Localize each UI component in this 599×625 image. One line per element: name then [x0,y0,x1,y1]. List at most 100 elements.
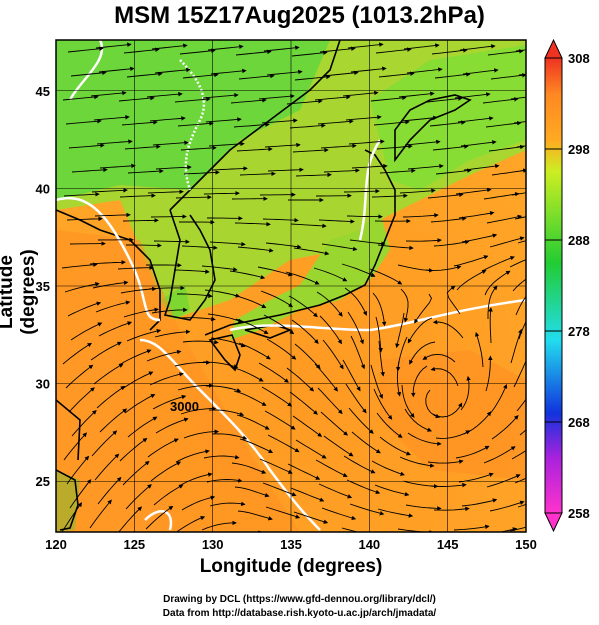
streamline-128 [230,98,267,104]
streamline-119 [206,385,242,393]
streamline-280 [430,216,467,223]
streamline-62 [118,506,143,532]
colorbar-tick-label: 258 [568,506,590,521]
streamline-335 [498,527,518,532]
streamline-356 [509,526,526,532]
streamline-102 [178,472,213,487]
streamline-229 [349,503,385,516]
streamline-66 [149,116,186,122]
streamline-308 [430,366,459,387]
streamline-32 [95,300,131,313]
streamline-131 [239,171,276,176]
y-tick-label: 45 [36,84,50,99]
streamline-354 [514,477,526,484]
streamline-44 [118,95,155,102]
streamline-19 [69,479,92,509]
streamline-325 [484,270,511,296]
streamline-107 [202,92,239,99]
streamline-204 [320,411,348,436]
streamline-59 [119,437,148,462]
streamline-250 [377,508,414,518]
streamline-222 [350,335,366,370]
streamline-184 [295,439,327,459]
streamline-315 [487,49,524,56]
streamline-245 [373,388,393,420]
colorbar-min-triangle [544,512,563,533]
streamline-163 [267,434,300,453]
streamline-50 [126,243,162,248]
streamline-181 [286,367,315,392]
streamline-99 [180,406,217,415]
streamline-114 [201,265,238,272]
x-tick-label: 130 [202,537,224,552]
streamline-86 [174,96,211,103]
streamline-49 [122,218,159,223]
streamline-5 [71,167,108,173]
streamline-7 [66,216,103,222]
streamline-353 [511,450,526,460]
streamline-83 [145,505,174,530]
streamline-340 [516,145,526,148]
streamline-186 [290,487,325,502]
streamline-136 [232,294,267,308]
streamline-233 [370,95,407,102]
streamline-240 [369,268,403,285]
streamline-155 [265,242,302,249]
streamline-190 [322,70,359,77]
streamline-14 [65,364,94,389]
streamline-253 [406,67,443,74]
streamline-72 [146,263,182,268]
streamline-76 [146,349,182,362]
streamline-246 [376,412,403,438]
streamline-192 [317,119,354,125]
streamline-68 [155,164,192,170]
streamline-89 [183,170,220,175]
streamline-283 [414,293,433,324]
contour-lines [56,40,526,531]
streamline-288 [432,402,463,418]
streamline-18 [66,455,90,485]
streamline-223 [342,359,361,392]
streamline-63 [151,43,188,50]
streamline-268 [407,432,442,446]
streamline-175 [290,223,327,229]
streamline-133 [234,221,271,227]
streamline-135 [229,270,266,280]
streamline-33 [98,321,133,337]
streamline-71 [153,239,190,245]
streamline-213 [345,115,382,121]
streamline-129 [233,122,270,128]
streamline-242 [375,316,383,353]
streamline-134 [237,246,274,253]
streamline-309 [460,375,471,411]
plot-frame [55,39,527,533]
streamline-218 [349,239,386,246]
streamline-224 [345,383,367,414]
streamline-109 [208,141,245,147]
streamline-249 [374,484,410,497]
streamline-80 [147,438,179,458]
x-tick-label: 120 [45,537,67,552]
streamline-183 [292,415,323,437]
streamline-16 [71,409,97,437]
streamline-113 [209,241,246,247]
streamline-241 [372,292,387,327]
streamline-147 [263,45,300,52]
streamline-355 [517,503,526,508]
streamline-311 [455,445,490,459]
streamline-182 [289,391,318,415]
streamline-267 [404,408,433,432]
x-axis-label: Longitude (degrees) [199,556,383,577]
streamline-53 [123,307,159,318]
streamline-234 [373,119,410,126]
streamline-148 [266,69,303,76]
streamline-28 [94,212,131,218]
streamline-197 [321,243,358,252]
streamline-336 [515,49,526,52]
streamline-198 [313,267,348,282]
streamline-116 [207,313,243,323]
streamline-217 [346,214,383,219]
streamline-146 [230,535,265,540]
streamline-95 [179,316,216,322]
streamline-137 [235,318,269,335]
